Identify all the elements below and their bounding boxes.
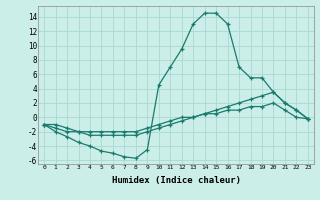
X-axis label: Humidex (Indice chaleur): Humidex (Indice chaleur) [111, 176, 241, 185]
